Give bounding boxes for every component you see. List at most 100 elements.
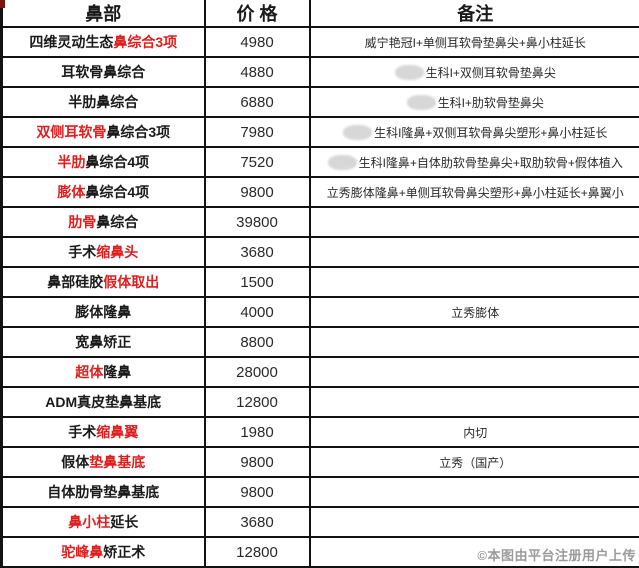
procedure-name-cell: 驼峰鼻矫正术	[2, 537, 205, 567]
corner-mark	[0, 0, 5, 8]
remark-text: 生科I+肋软骨垫鼻尖	[438, 96, 544, 110]
procedure-name-cell: 超体隆鼻	[2, 357, 205, 387]
procedure-name-cell: 鼻小柱延长	[2, 507, 205, 537]
procedure-name-cell: 鼻部硅胶假体取出	[2, 267, 205, 297]
table-row: 耳软骨鼻综合 4880 生科I+双侧耳软骨垫鼻尖	[2, 57, 639, 87]
price-cell: 9800	[205, 447, 310, 477]
remark-cell: 生科I+双侧耳软骨垫鼻尖	[310, 57, 639, 87]
procedure-name-segment: 假体	[61, 454, 89, 470]
censor-blur	[343, 125, 372, 140]
procedure-name-segment: 矫正术	[103, 544, 145, 560]
censor-blur	[328, 155, 357, 170]
procedure-name-segment: 鼻综合3项	[106, 124, 170, 140]
procedure-name-segment: 隆鼻	[103, 364, 131, 380]
procedure-name-cell: 膨体鼻综合4项	[2, 177, 205, 207]
procedure-name-segment: 手术	[68, 424, 96, 440]
remark-text: 立秀膨体隆鼻+单侧耳软骨鼻尖塑形+鼻小柱延长+鼻翼小	[327, 186, 624, 200]
procedure-name-segment: 缩鼻翼	[96, 424, 138, 440]
remark-text: 生科I隆鼻+自体肋软骨垫鼻尖+取肋软骨+假体植入	[359, 156, 623, 170]
price-cell: 4980	[205, 27, 310, 57]
procedure-name-segment: 鼻综合4项	[85, 184, 149, 200]
remark-cell: 立秀膨体隆鼻+单侧耳软骨鼻尖塑形+鼻小柱延长+鼻翼小	[310, 177, 639, 207]
remark-cell	[310, 327, 639, 357]
price-cell: 6880	[205, 87, 310, 117]
remark-cell	[310, 357, 639, 387]
remark-cell	[310, 267, 639, 297]
remark-text: 立秀（国产）	[439, 456, 511, 470]
procedure-name-segment: 假体取出	[103, 274, 159, 290]
procedure-name-segment: 自体肋骨垫鼻基底	[47, 484, 159, 500]
procedure-name-segment: 双侧耳软骨	[36, 124, 106, 140]
procedure-name-cell: 自体肋骨垫鼻基底	[2, 477, 205, 507]
price-cell: 1980	[205, 417, 310, 447]
procedure-name-cell: 膨体隆鼻	[2, 297, 205, 327]
column-header-nose: 鼻部	[2, 0, 205, 27]
price-cell: 4880	[205, 57, 310, 87]
procedure-name-segment: 鼻部硅胶	[47, 274, 103, 290]
price-cell: 39800	[205, 207, 310, 237]
procedure-name-segment: 耳软骨鼻综合	[61, 64, 145, 80]
price-cell: 4000	[205, 297, 310, 327]
procedure-name-cell: 半肋鼻综合	[2, 87, 205, 117]
procedure-name-segment: 肋骨	[68, 214, 96, 230]
remark-cell	[310, 477, 639, 507]
remark-cell: 威宁艳冠I+单侧耳软骨垫鼻尖+鼻小柱延长	[310, 27, 639, 57]
price-cell: 3680	[205, 507, 310, 537]
price-cell: 9800	[205, 477, 310, 507]
procedure-name-segment: 超体	[75, 364, 103, 380]
remark-cell	[310, 387, 639, 417]
price-cell: 7980	[205, 117, 310, 147]
column-header-price: 价 格	[205, 0, 310, 27]
remark-cell: 内切	[310, 417, 639, 447]
procedure-name-segment: 膨体	[57, 184, 85, 200]
remark-cell: 生科I隆鼻+自体肋软骨垫鼻尖+取肋软骨+假体植入	[310, 147, 639, 177]
price-cell: 3680	[205, 237, 310, 267]
procedure-name-segment: 宽鼻矫正	[75, 334, 131, 350]
price-cell: 7520	[205, 147, 310, 177]
procedure-name-cell: 双侧耳软骨鼻综合3项	[2, 117, 205, 147]
procedure-name-segment: 四维灵动生态	[29, 34, 113, 50]
table-row: 手术缩鼻头 3680	[2, 237, 639, 267]
remark-text: 生科I+双侧耳软骨垫鼻尖	[426, 66, 556, 80]
censor-blur	[395, 65, 424, 80]
procedure-name-segment: 鼻综合3项	[113, 34, 177, 50]
procedure-name-segment: 缩鼻头	[96, 244, 138, 260]
table-row: 宽鼻矫正 8800	[2, 327, 639, 357]
column-header-remark: 备注	[310, 0, 639, 27]
table-row: 自体肋骨垫鼻基底 9800	[2, 477, 639, 507]
header-row: 鼻部 价 格 备注	[2, 0, 639, 27]
procedure-name-cell: 耳软骨鼻综合	[2, 57, 205, 87]
procedure-name-segment: 手术	[68, 244, 96, 260]
price-cell: 9800	[205, 177, 310, 207]
procedure-name-cell: 手术缩鼻翼	[2, 417, 205, 447]
procedure-name-segment: ADM真皮垫鼻基底	[45, 394, 161, 410]
procedure-name-segment: 鼻综合	[96, 214, 138, 230]
remark-text: 生科I隆鼻+双侧耳软骨鼻尖塑形+鼻小柱延长	[374, 126, 607, 140]
price-cell: 8800	[205, 327, 310, 357]
procedure-name-segment: 鼻小柱	[68, 514, 110, 530]
remark-cell	[310, 237, 639, 267]
procedure-name-cell: ADM真皮垫鼻基底	[2, 387, 205, 417]
procedure-name-cell: 肋骨鼻综合	[2, 207, 205, 237]
remark-cell: 立秀膨体	[310, 297, 639, 327]
price-cell: 28000	[205, 357, 310, 387]
procedure-name-segment: 膨体隆鼻	[75, 304, 131, 320]
price-cell: 1500	[205, 267, 310, 297]
procedure-name-cell: 半肋鼻综合4项	[2, 147, 205, 177]
procedure-name-cell: 宽鼻矫正	[2, 327, 205, 357]
procedure-name-segment: 鼻综合4项	[85, 154, 149, 170]
